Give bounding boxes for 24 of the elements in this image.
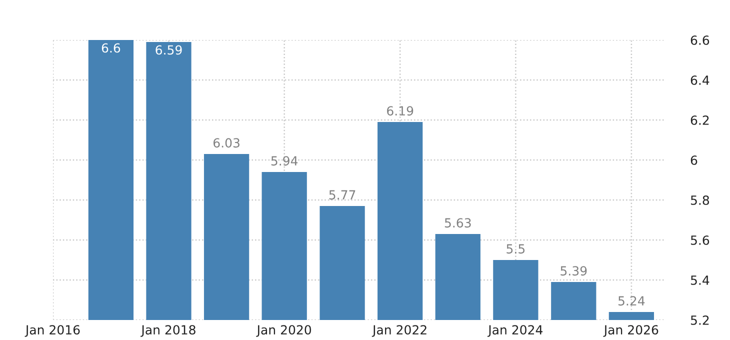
x-tick-label: Jan 2020 [256, 325, 312, 337]
y-tick-label: 6.2 [690, 115, 709, 125]
x-tick-label: Jan 2026 [603, 325, 658, 337]
data-label: 5.94 [271, 156, 298, 166]
y-tick-label: 5.4 [690, 276, 710, 285]
data-label: 5.63 [444, 218, 471, 228]
y-tick-label: 5.6 [690, 235, 710, 245]
y-tick-label: 6 [690, 155, 698, 165]
y-tick-label: 5.2 [690, 315, 709, 325]
data-label: 5.39 [560, 266, 587, 276]
y-tick-label: 5.8 [690, 195, 710, 205]
data-label: 6.6 [102, 43, 120, 53]
data-label: 6.03 [214, 138, 240, 148]
x-tick-label: Jan 2016 [24, 325, 80, 337]
x-tick-label: Jan 2024 [488, 325, 543, 337]
data-label: 5.5 [506, 244, 525, 254]
x-tick-label: Jan 2018 [140, 325, 196, 337]
data-label: 5.77 [329, 190, 356, 200]
y-tick-label: 6.6 [690, 35, 710, 45]
data-label: 5.24 [618, 296, 645, 306]
data-label: 6.59 [156, 45, 182, 55]
data-label: 6.19 [387, 106, 414, 116]
x-tick-label: Jan 2022 [372, 325, 426, 337]
y-tick-label: 6.4 [690, 75, 710, 85]
